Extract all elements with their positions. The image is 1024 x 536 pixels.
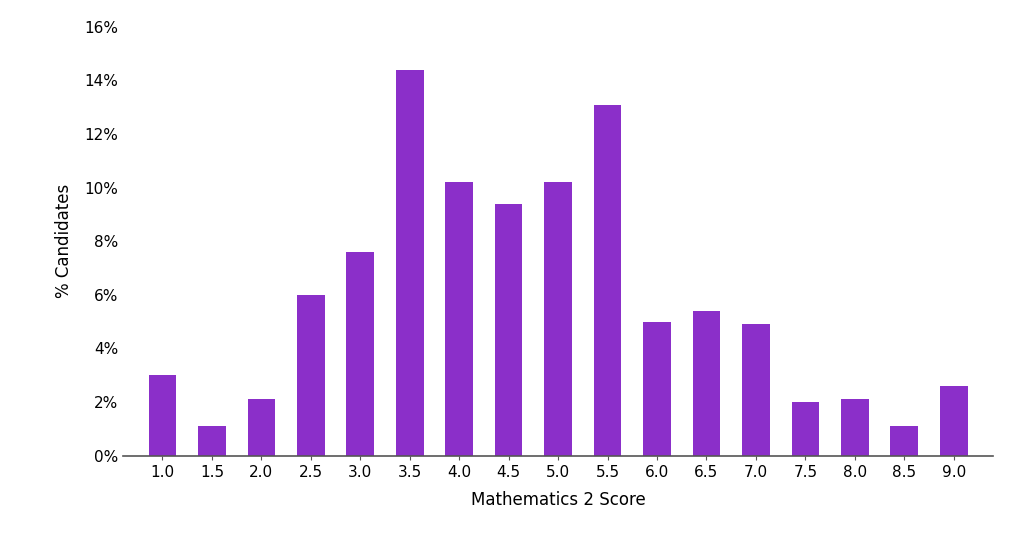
Bar [346, 252, 374, 456]
Bar [198, 426, 225, 456]
Bar [692, 311, 720, 456]
Bar [742, 324, 770, 456]
Bar [841, 399, 868, 456]
Bar [297, 295, 325, 456]
Bar [445, 182, 473, 456]
Bar [594, 105, 622, 456]
Bar [643, 322, 671, 456]
Bar [396, 70, 424, 456]
Bar [148, 375, 176, 456]
Bar [792, 402, 819, 456]
Bar [248, 399, 275, 456]
Bar [544, 182, 572, 456]
Y-axis label: % Candidates: % Candidates [55, 184, 73, 299]
Bar [940, 386, 968, 456]
Bar [891, 426, 919, 456]
X-axis label: Mathematics 2 Score: Mathematics 2 Score [471, 491, 645, 509]
Bar [495, 204, 522, 456]
